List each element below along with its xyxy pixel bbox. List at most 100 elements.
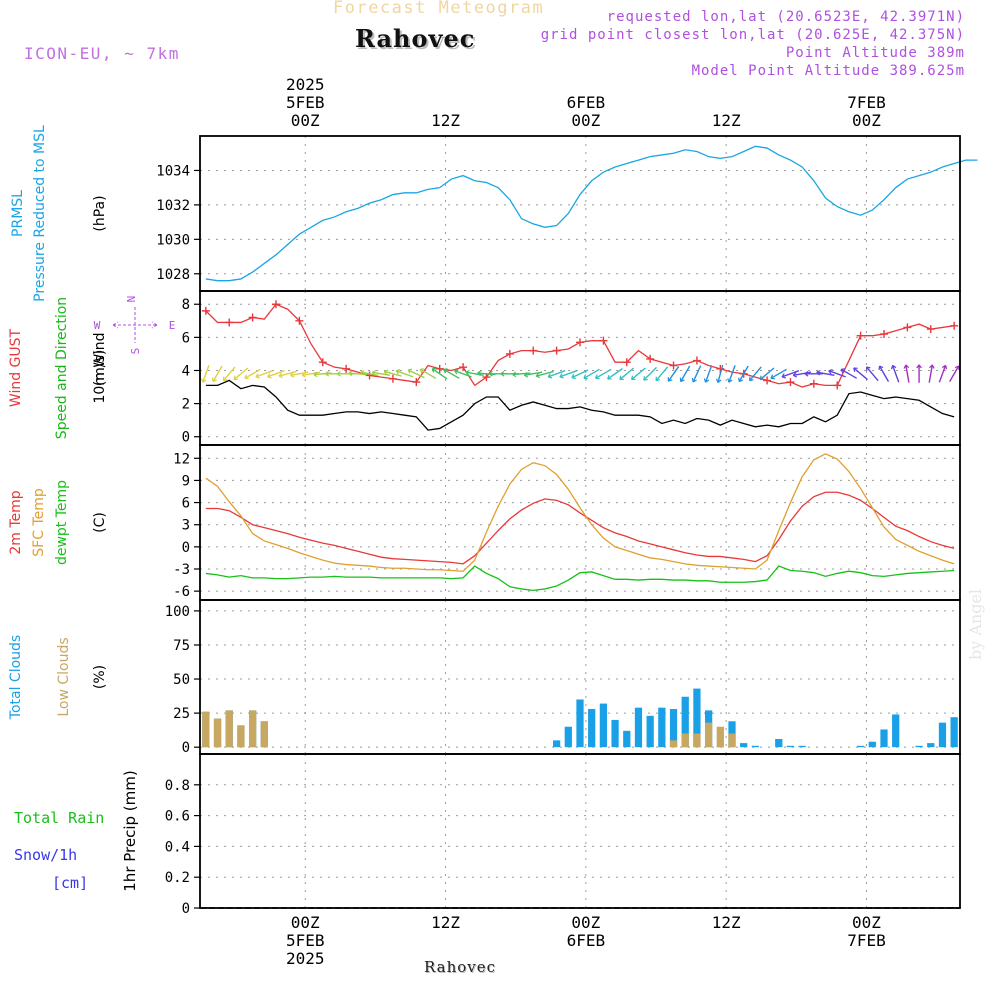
series-2m-temp bbox=[205, 491, 955, 565]
axis-label: (%) bbox=[92, 665, 108, 689]
wind-arrow-head bbox=[301, 372, 307, 378]
wind-arrow-head bbox=[727, 378, 733, 383]
requested-coordinates: requested lon,lat (20.6523E, 42.3971N) bbox=[606, 9, 965, 25]
wind-arrow-head bbox=[500, 370, 505, 377]
axis-label: Wind GUST bbox=[8, 328, 24, 407]
wind-direction-arrow bbox=[244, 368, 261, 379]
wind-arrow-head bbox=[212, 377, 217, 383]
compass-west: W bbox=[94, 319, 101, 332]
wind-arrow-head bbox=[443, 368, 448, 374]
gust-marker bbox=[576, 338, 584, 347]
axis-label: (m/s) bbox=[92, 350, 108, 387]
gust-marker bbox=[856, 331, 865, 340]
bar-total-clouds bbox=[669, 709, 678, 748]
wind-direction-arrow bbox=[793, 371, 812, 377]
top-time-label: 7FEB bbox=[847, 93, 886, 112]
wind-arrow-head bbox=[929, 364, 935, 369]
wind-arrow-head bbox=[407, 368, 413, 374]
wind-arrow-head bbox=[667, 377, 673, 382]
y-tick-label: 12 bbox=[173, 451, 190, 467]
wind-arrow-head bbox=[607, 374, 612, 380]
watermark: by Angel bbox=[966, 588, 985, 660]
footer-location: Rahovec bbox=[424, 958, 497, 976]
wind-direction-arrow bbox=[290, 371, 309, 377]
wind-direction-arrow bbox=[595, 368, 612, 379]
wind-arrow-head bbox=[290, 372, 295, 378]
axis-label: 2m Temp bbox=[8, 490, 24, 554]
wind-arrow-head bbox=[643, 376, 648, 381]
wind-direction-arrow bbox=[728, 365, 736, 383]
axis-label: Speed and Direction bbox=[54, 297, 70, 439]
model-name: ICON-EU, ~ 7km bbox=[24, 44, 180, 63]
wind-arrow-head bbox=[395, 369, 401, 375]
wind-arrow-head bbox=[903, 364, 910, 369]
wind-direction-arrow bbox=[465, 371, 484, 377]
wind-direction-arrow bbox=[348, 372, 367, 376]
wind-arrow-head bbox=[222, 376, 228, 382]
bar-low-clouds bbox=[248, 710, 257, 748]
bar-total-clouds bbox=[564, 726, 572, 748]
wind-arrow-head bbox=[715, 378, 722, 383]
top-time-label: 6FEB bbox=[567, 93, 606, 112]
y-tick-label: 8 bbox=[182, 297, 190, 313]
gust-marker bbox=[342, 364, 351, 373]
bar-total-clouds bbox=[751, 745, 760, 748]
gust-marker bbox=[669, 361, 678, 370]
gust-marker bbox=[786, 378, 795, 387]
y-tick-label: 0.2 bbox=[165, 870, 190, 886]
series-10m-wind bbox=[205, 379, 955, 431]
compass-rose-icon bbox=[112, 307, 158, 343]
wind-arrow-head bbox=[383, 369, 389, 375]
wind-arrow-head bbox=[816, 369, 821, 376]
wind-direction-arrow bbox=[454, 370, 472, 378]
gust-marker bbox=[622, 358, 631, 367]
wind-direction-arrow bbox=[643, 366, 658, 381]
wind-arrow-head bbox=[691, 377, 697, 383]
gust-marker bbox=[809, 379, 818, 388]
top-time-label: 00Z bbox=[571, 111, 600, 130]
wind-direction-arrow bbox=[816, 371, 835, 377]
bottom-time-label: 00Z bbox=[291, 913, 320, 932]
grid-point-coordinates: grid point closest lon,lat (20.625E, 42.… bbox=[540, 27, 965, 43]
axis-label: 10m Wind bbox=[92, 332, 108, 403]
bar-low-clouds bbox=[669, 740, 678, 748]
wind-direction-arrow bbox=[667, 366, 680, 382]
bar-total-clouds bbox=[938, 722, 947, 748]
bottom-time-label: 6FEB bbox=[567, 931, 606, 950]
gust-marker bbox=[552, 346, 561, 355]
y-tick-label: 0.4 bbox=[165, 839, 190, 855]
wind-direction-arrow bbox=[759, 367, 775, 381]
wind-direction-arrow bbox=[738, 365, 749, 382]
top-time-label: 2025 bbox=[286, 75, 325, 94]
wind-arrow-head bbox=[465, 369, 470, 376]
wind-arrow-head bbox=[679, 377, 685, 383]
wind-arrow-head bbox=[325, 370, 330, 377]
y-tick-label: 1028 bbox=[156, 267, 190, 283]
bar-low-clouds bbox=[225, 710, 233, 748]
wind-direction-arrow bbox=[302, 371, 321, 377]
bottom-time-label: 00Z bbox=[852, 913, 881, 932]
axis-label-cm: [cm] bbox=[52, 874, 88, 892]
wind-direction-arrow bbox=[384, 370, 402, 377]
axis-label: dewpt Temp bbox=[54, 480, 70, 565]
top-time-label: 00Z bbox=[852, 111, 881, 130]
wind-arrow-head bbox=[792, 372, 798, 378]
wind-direction-arrow bbox=[928, 364, 934, 383]
gust-marker bbox=[833, 381, 842, 390]
wind-direction-arrow bbox=[749, 366, 762, 382]
axis-label: (hPa) bbox=[92, 195, 108, 231]
wind-direction-arrow bbox=[878, 365, 890, 382]
bar-total-clouds bbox=[868, 741, 876, 748]
bottom-time-label: 2025 bbox=[286, 949, 325, 968]
wind-direction-arrow bbox=[781, 370, 800, 378]
gust-marker bbox=[201, 306, 210, 315]
gust-marker bbox=[412, 378, 421, 387]
bar-low-clouds bbox=[716, 726, 724, 748]
wind-direction-arrow bbox=[512, 372, 531, 376]
wind-direction-arrow bbox=[536, 370, 554, 377]
wind-direction-arrow bbox=[853, 367, 868, 381]
wind-arrow-head bbox=[535, 372, 541, 379]
bar-total-clouds bbox=[681, 696, 689, 748]
bar-total-clouds bbox=[611, 719, 619, 748]
